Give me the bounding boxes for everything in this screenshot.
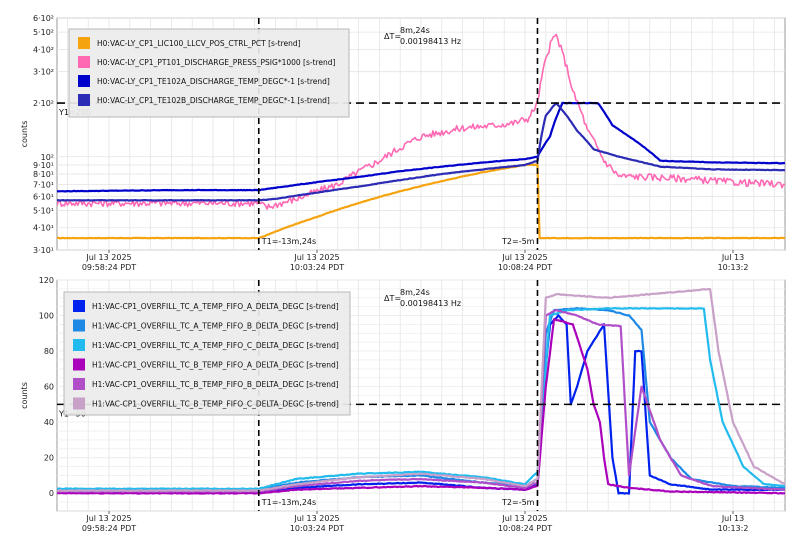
x-tick-label-date: Jul 13 2025 bbox=[501, 514, 547, 523]
t1-cursor-label: T1=-13m,24s bbox=[261, 237, 316, 246]
x-tick-label-date: Jul 13 2025 bbox=[293, 514, 339, 523]
legend-entry-label[interactable]: H0:VAC-LY_CP1_TE102A_DISCHARGE_TEMP_DEGC… bbox=[97, 77, 330, 86]
legend-box bbox=[68, 28, 350, 118]
legend-swatch bbox=[73, 358, 85, 371]
x-tick-label-date: Jul 13 2025 bbox=[85, 514, 131, 523]
legend-swatch bbox=[73, 397, 85, 410]
legend-entry-label[interactable]: H1:VAC-CP1_OVERFILL_TC_B_TEMP_FIFO_B_DEL… bbox=[92, 380, 339, 389]
delta-t-value: 8m,24s bbox=[400, 26, 430, 35]
x-tick-label-time: 09:58:24 PDT bbox=[82, 524, 136, 533]
x-tick-label-time: 10:13:2 bbox=[718, 263, 749, 272]
y-tick-label: 2·10² bbox=[33, 99, 54, 108]
y-tick-label: 4·10² bbox=[33, 45, 54, 54]
legend-swatch bbox=[73, 378, 85, 390]
delta-frequency-value: 0.00198413 Hz bbox=[400, 299, 461, 308]
y-tick-label: 0 bbox=[49, 489, 54, 498]
legend-entry-label[interactable]: H0:VAC-LY_CP1_LIC100_LLCV_POS_CTRL_PCT [… bbox=[97, 39, 301, 48]
series-group bbox=[57, 33, 785, 240]
y-tick-label: 60 bbox=[44, 383, 54, 392]
legend-swatch bbox=[73, 300, 85, 312]
y-tick-label: 9·10¹ bbox=[33, 161, 54, 170]
legend-swatch bbox=[78, 94, 90, 106]
y-tick-label: 5·10¹ bbox=[33, 206, 54, 215]
legend[interactable]: H1:VAC-CP1_OVERFILL_TC_A_TEMP_FIFO_A_DEL… bbox=[63, 291, 351, 416]
legend-entry-label[interactable]: H1:VAC-CP1_OVERFILL_TC_B_TEMP_FIFO_A_DEL… bbox=[92, 361, 339, 370]
y-tick-label: 3·10² bbox=[33, 68, 54, 77]
series-line-3[interactable] bbox=[57, 101, 785, 193]
y-tick-label: 120 bbox=[39, 276, 54, 285]
series-line-3[interactable] bbox=[57, 307, 785, 491]
delta-t-label: ΔT= bbox=[384, 32, 401, 41]
x-tick-label-time: 10:13:2 bbox=[718, 524, 749, 533]
legend-box bbox=[63, 291, 351, 416]
legend-swatch bbox=[78, 56, 90, 68]
legend-swatch bbox=[73, 319, 85, 332]
y-tick-label: 6·10² bbox=[33, 14, 54, 23]
legend-entry-label[interactable]: H1:VAC-CP1_OVERFILL_TC_A_TEMP_FIFO_C_DEL… bbox=[92, 341, 339, 350]
legend-swatch bbox=[78, 75, 90, 87]
series-line-6[interactable] bbox=[57, 287, 785, 492]
x-tick-label-date: Jul 13 2025 bbox=[293, 253, 339, 262]
x-tick-label-time: 10:08:24 PDT bbox=[498, 524, 552, 533]
x-tick-label-time: 10:08:24 PDT bbox=[498, 263, 552, 272]
x-tick-label-date: Jul 13 2025 bbox=[501, 253, 547, 262]
y-axis-label: counts bbox=[20, 382, 29, 409]
legend-entry-label[interactable]: H1:VAC-CP1_OVERFILL_TC_A_TEMP_FIFO_B_DEL… bbox=[92, 322, 339, 331]
y-tick-label: 5·10² bbox=[33, 28, 54, 37]
series-line-4[interactable] bbox=[57, 318, 785, 495]
y-tick-label: 8·10¹ bbox=[33, 170, 54, 179]
legend-swatch bbox=[78, 37, 90, 49]
x-tick-label-time: 10:03:24 PDT bbox=[290, 524, 344, 533]
legend[interactable]: H0:VAC-LY_CP1_LIC100_LLCV_POS_CTRL_PCT [… bbox=[68, 28, 350, 118]
legend-swatch bbox=[73, 339, 85, 351]
t1-cursor-label: T1=-13m,24s bbox=[261, 498, 316, 507]
x-tick-label-time: 10:03:24 PDT bbox=[290, 263, 344, 272]
series-group bbox=[57, 287, 785, 495]
t2-cursor-label: T2=-5m bbox=[501, 498, 535, 507]
x-tick-label-date: Jul 13 bbox=[721, 514, 744, 523]
y-tick-label: 20 bbox=[44, 454, 54, 463]
y-tick-label: 10² bbox=[41, 153, 54, 162]
legend-entry-label[interactable]: H1:VAC-CP1_OVERFILL_TC_B_TEMP_FIFO_C_DEL… bbox=[92, 400, 339, 409]
legend-entry-label[interactable]: H0:VAC-LY_CP1_TE102B_DISCHARGE_TEMP_DEGC… bbox=[97, 96, 330, 105]
legend-entry-label[interactable]: H0:VAC-LY_CP1_PT101_DISCHARGE_PRESS_PSIG… bbox=[97, 58, 336, 67]
y-tick-label: 80 bbox=[44, 347, 54, 356]
x-tick-label-time: 09:58:24 PDT bbox=[82, 263, 136, 272]
series-line-1[interactable] bbox=[57, 163, 785, 240]
series-line-2[interactable] bbox=[57, 33, 785, 210]
series-line-4[interactable] bbox=[57, 102, 785, 202]
delta-t-label: ΔT= bbox=[384, 294, 401, 303]
y-tick-label: 4·10¹ bbox=[33, 224, 54, 233]
y-tick-label: 100 bbox=[39, 312, 54, 321]
y-tick-label: 6·10¹ bbox=[33, 192, 54, 201]
y-tick-label: 40 bbox=[44, 418, 54, 427]
delta-t-value: 8m,24s bbox=[400, 288, 430, 297]
delta-frequency-value: 0.00198413 Hz bbox=[400, 37, 461, 46]
y-tick-label: 7·10¹ bbox=[33, 180, 54, 189]
x-tick-label-date: Jul 13 2025 bbox=[85, 253, 131, 262]
y-tick-label: 3·10¹ bbox=[33, 246, 54, 255]
t2-cursor-label: T2=-5m bbox=[501, 237, 535, 246]
x-tick-label-date: Jul 13 bbox=[721, 253, 744, 262]
legend-entry-label[interactable]: H1:VAC-CP1_OVERFILL_TC_A_TEMP_FIFO_A_DEL… bbox=[92, 302, 339, 311]
y-axis-label: counts bbox=[20, 121, 29, 148]
